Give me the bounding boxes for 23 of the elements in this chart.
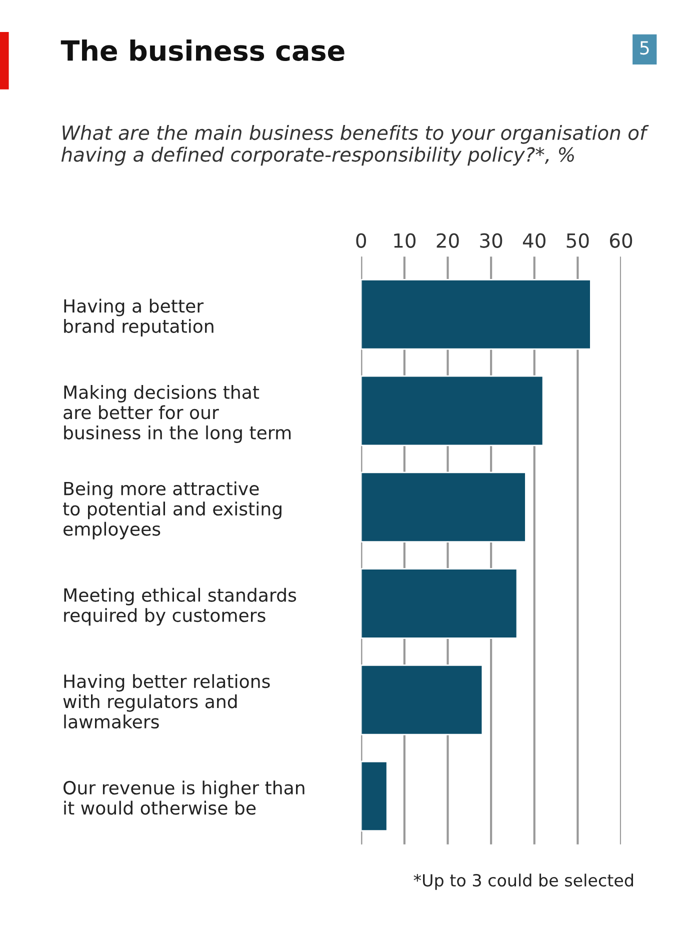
bar bbox=[361, 760, 388, 832]
y-tick-label: Our revenue is higher than it would otherwise be bbox=[64, 780, 304, 815]
x-tick-label: 60 bbox=[610, 233, 632, 248]
x-tick-label: 50 bbox=[566, 233, 589, 248]
x-tick-label: 40 bbox=[522, 233, 546, 248]
bar bbox=[361, 568, 518, 639]
bar bbox=[361, 279, 592, 350]
y-tick-label: Meeting ethical standards required by customers bbox=[64, 588, 296, 626]
y-tick-label: Having better relations with regulators and lawmakers bbox=[63, 674, 270, 729]
chart-subtitle: What are the main business benefits to your organisation of having a defined corporate-responsibility policy?*, % bbox=[61, 125, 649, 166]
x-tick-label: 20 bbox=[436, 233, 459, 248]
bar bbox=[361, 664, 484, 736]
y-tick-label: Being more attractive to potential and existing employees bbox=[63, 481, 282, 540]
text: *Up to 3 could be selected bbox=[414, 874, 633, 890]
chart-title: The business case bbox=[60, 40, 344, 62]
bar bbox=[361, 375, 544, 446]
text: 5 bbox=[640, 41, 649, 55]
y-tick-label: Having a better brand reputation bbox=[64, 298, 214, 336]
x-tick-label: 0 bbox=[356, 233, 366, 248]
bar bbox=[361, 472, 526, 542]
y-tick-label: Making decisions that are better for our business in the long term bbox=[64, 385, 291, 443]
x-tick-label: 10 bbox=[394, 233, 416, 248]
x-tick-label: 30 bbox=[480, 233, 502, 248]
